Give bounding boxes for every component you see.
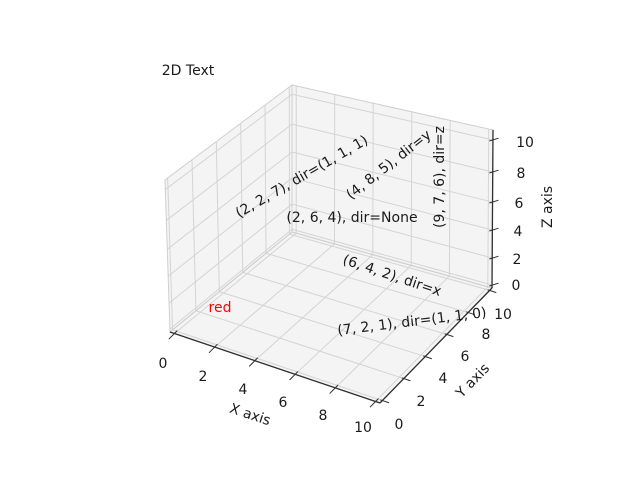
z-tick-label: 8: [516, 166, 526, 182]
text3d-dir-none: (2, 6, 4), dir=None: [286, 210, 418, 226]
y-tick-label: 0: [394, 417, 404, 433]
z-tick-label: 0: [511, 278, 521, 294]
z-tick-label: 2: [512, 252, 522, 268]
x-tick-label: 10: [354, 420, 372, 436]
z-tick-label: 10: [516, 135, 534, 151]
z-axis-label: Z axis: [540, 185, 556, 229]
x-tick-label: 8: [318, 408, 328, 424]
text3d-dir-z: (9, 7, 6), dir=z: [432, 126, 448, 228]
y-tick-label: 8: [481, 327, 491, 343]
x-tick-label: 6: [278, 395, 288, 411]
z-tick-label: 6: [514, 196, 524, 212]
y-tick-label: 2: [416, 394, 426, 410]
z-tick-label: 4: [513, 224, 523, 240]
text2d: 2D Text: [161, 63, 215, 79]
red-text: red: [208, 300, 232, 316]
x-tick-label: 0: [158, 356, 168, 372]
y-tick-label: 6: [460, 349, 470, 365]
x-tick-label: 4: [238, 382, 248, 398]
x-tick-label: 2: [198, 369, 208, 385]
y-tick-label: 10: [494, 307, 512, 323]
y-tick-label: 4: [438, 371, 448, 387]
